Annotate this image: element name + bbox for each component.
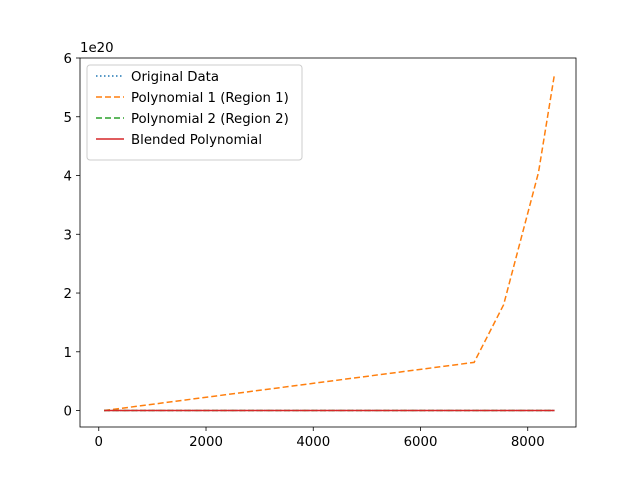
legend-label-2: Polynomial 1 (Region 1) [131, 91, 289, 106]
legend-label-1: Original Data [131, 70, 219, 85]
legend-label-3: Polynomial 2 (Region 2) [131, 112, 289, 127]
axes-layer: 0 2000 4000 6000 8000 0 1 2 3 4 5 6 1e20 [64, 41, 577, 450]
legend-frame [86, 64, 303, 161]
y-tick-label: 0 [64, 405, 72, 420]
y-tick-label: 1 [64, 346, 72, 361]
series-layer [104, 73, 556, 412]
y-tick-label: 3 [64, 228, 72, 243]
y-tick-label: 6 [64, 52, 72, 67]
legend: Original Data Polynomial 1 (Region 1) Poly… [86, 64, 303, 161]
axes-frame [79, 57, 577, 428]
legend-label-4: Blended Polynomial [131, 133, 262, 148]
y-tick-label: 4 [64, 170, 72, 185]
y-tick-label: 2 [64, 287, 72, 302]
y-tick-label: 5 [64, 111, 72, 126]
x-tick-label: 8000 [511, 435, 545, 450]
x-tick-label: 0 [95, 435, 103, 450]
series-line-2 [104, 73, 556, 412]
y-offset-label: 1e20 [80, 41, 114, 56]
x-tick-label: 2000 [189, 435, 223, 450]
x-tick-label: 6000 [404, 435, 438, 450]
x-tick-label: 4000 [296, 435, 330, 450]
